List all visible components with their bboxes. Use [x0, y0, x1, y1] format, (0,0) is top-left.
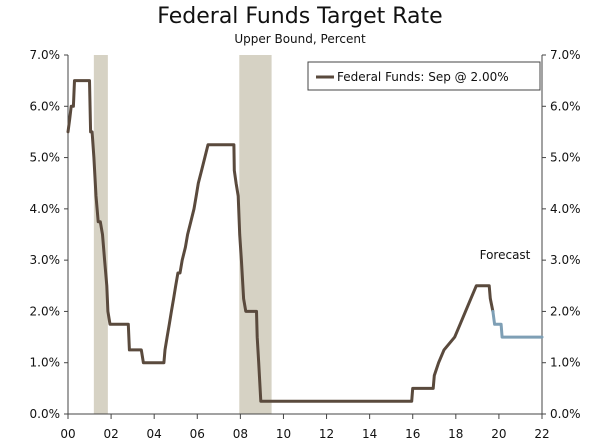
legend-box: [307, 61, 541, 91]
y-tick-label-right: 7.0%: [550, 48, 581, 62]
x-tick-label: 02: [103, 427, 118, 441]
y-tick-label-left: 5.0%: [30, 151, 61, 165]
forecast-annotation: Forecast: [480, 248, 531, 262]
y-tick-label-left: 4.0%: [30, 202, 61, 216]
y-tick-label-left: 0.0%: [30, 407, 61, 421]
y-tick-label-right: 2.0%: [550, 304, 581, 318]
y-tick-label-right: 1.0%: [550, 356, 581, 370]
y-tick-label-left: 2.0%: [30, 304, 61, 318]
series-line-federal-funds: [66, 79, 495, 403]
x-tick-label: 06: [190, 427, 205, 441]
chart-series: [66, 79, 544, 403]
legend-label: Federal Funds: Sep @ 2.00%: [337, 70, 509, 84]
x-tick-label: 16: [405, 427, 420, 441]
y-tick-label-left: 1.0%: [30, 356, 61, 370]
chart-legend: Federal Funds: Sep @ 2.00%: [307, 61, 541, 91]
recession-band: [93, 55, 108, 414]
y-tick-label-right: 5.0%: [550, 151, 581, 165]
series-line-forecast: [491, 309, 544, 339]
y-tick-label-left: 3.0%: [30, 253, 61, 267]
y-tick-label-right: 0.0%: [550, 407, 581, 421]
x-tick-label: 12: [319, 427, 334, 441]
chart-subtitle: Upper Bound, Percent: [234, 32, 366, 46]
x-tick-label: 10: [276, 427, 291, 441]
y-tick-label-right: 6.0%: [550, 99, 581, 113]
x-tick-label: 04: [147, 427, 162, 441]
x-tick-label: 08: [233, 427, 248, 441]
chart-title: Federal Funds Target Rate: [157, 4, 443, 29]
x-tick-label: 18: [448, 427, 463, 441]
x-tick-label: 20: [491, 427, 506, 441]
chart-axes: 0.0% 0.0% 1.0% 1.0% 2.0% 2.0% 3.0% 3.0% 4.0% 4.0%…: [30, 48, 581, 441]
y-tick-label-right: 3.0%: [550, 253, 581, 267]
y-tick-label-left: 7.0%: [30, 48, 61, 62]
y-tick-label-left: 6.0%: [30, 99, 61, 113]
recession-band: [239, 55, 272, 414]
x-tick-label: 22: [534, 427, 549, 441]
recession-bands: [93, 55, 272, 414]
y-tick-label-right: 4.0%: [550, 202, 581, 216]
x-tick-label: 00: [60, 427, 75, 441]
x-tick-label: 14: [362, 427, 377, 441]
